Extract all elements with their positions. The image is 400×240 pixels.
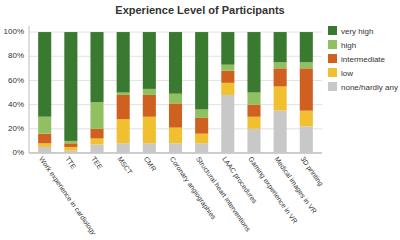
- legend-label: none/hardly any: [341, 83, 398, 92]
- legend-swatch: [328, 54, 337, 63]
- y-tick-label: 60%: [8, 76, 24, 85]
- bar-segment: [90, 32, 103, 102]
- y-axis-line: [29, 26, 30, 153]
- bar-segment: [195, 32, 208, 109]
- bar-segment: [117, 93, 130, 95]
- bar-segment: [64, 141, 77, 143]
- x-tick-label: Gaming experience in VR: [246, 155, 298, 225]
- bar-segment: [274, 111, 287, 153]
- x-tick-label: MSCT: [116, 155, 134, 176]
- legend-swatch: [328, 26, 337, 35]
- legend-label: low: [341, 69, 353, 78]
- bar-segment: [274, 62, 287, 68]
- bar-segment: [274, 86, 287, 110]
- legend-label: intermediate: [341, 55, 386, 64]
- bar-segment: [38, 134, 51, 144]
- legend-swatch: [328, 40, 337, 49]
- bar-segment: [143, 95, 156, 117]
- bar-segment: [117, 95, 130, 119]
- y-tick-label: 0%: [12, 148, 24, 157]
- legend-swatch: [328, 82, 337, 91]
- y-tick-label: 40%: [8, 100, 24, 109]
- bar-segment: [274, 32, 287, 62]
- bar-segment: [90, 145, 103, 153]
- bar-segment: [195, 109, 208, 117]
- bar-segment: [300, 68, 313, 110]
- bar-segment: [221, 71, 234, 83]
- bar-segment: [195, 118, 208, 134]
- y-tick-label: 20%: [8, 124, 24, 133]
- bar-segment: [38, 147, 51, 153]
- bar-segment: [247, 117, 260, 129]
- legend: very high high intermediate low none/hardly …: [328, 26, 398, 92]
- bar-segment: [221, 83, 234, 95]
- title: Experience Level of Participants: [115, 4, 284, 16]
- x-tick-label: Work experience in cardiology: [37, 155, 98, 237]
- bar-segment: [117, 119, 130, 143]
- y-tick-label: 80%: [8, 51, 24, 60]
- legend-label: high: [341, 41, 356, 50]
- bar-segment: [64, 147, 77, 151]
- grid: [29, 32, 322, 153]
- bar-segment: [300, 126, 313, 153]
- bar-segment: [195, 134, 208, 144]
- x-tick-label: TEE: [90, 155, 104, 170]
- bar-segment: [169, 103, 182, 127]
- bar-segment: [143, 89, 156, 95]
- bar-segment: [221, 32, 234, 65]
- bar-segment: [169, 32, 182, 94]
- bar-segment: [64, 151, 77, 153]
- bar-segment: [247, 129, 260, 153]
- bars: [38, 32, 313, 153]
- x-tick-label: TTE: [64, 155, 78, 170]
- bar-segment: [247, 93, 260, 105]
- bar-segment: [195, 143, 208, 153]
- bar-segment: [300, 62, 313, 68]
- bar-segment: [117, 143, 130, 153]
- bar-segment: [64, 32, 77, 141]
- bar-segment: [221, 65, 234, 71]
- bar-segment: [300, 32, 313, 62]
- bar-segment: [169, 94, 182, 104]
- bar-segment: [221, 95, 234, 153]
- legend-swatch: [328, 68, 337, 77]
- bar-segment: [90, 138, 103, 144]
- bar-segment: [117, 32, 130, 92]
- bar-segment: [169, 143, 182, 153]
- bar-segment: [274, 68, 287, 86]
- x-axis-labels: Work experience in cardiologyTTE TEE MSCT C…: [37, 155, 325, 237]
- legend-label: very high: [341, 27, 373, 36]
- bar-segment: [247, 105, 260, 117]
- chart: Experience Level of Participants 0% 20% 40%…: [0, 0, 400, 240]
- bar-segment: [247, 32, 260, 92]
- x-tick-label: Structural heart interventions: [195, 155, 252, 233]
- bar-segment: [90, 102, 103, 129]
- bar-segment: [90, 129, 103, 139]
- y-tick-label: 100%: [4, 27, 24, 36]
- bar-segment: [38, 143, 51, 147]
- x-tick-label: CMR: [143, 155, 158, 172]
- bar-segment: [143, 143, 156, 153]
- x-tick-label: 3D printing: [299, 155, 325, 187]
- bar-segment: [143, 32, 156, 89]
- bar-segment: [300, 111, 313, 127]
- bar-segment: [64, 143, 77, 147]
- bar-segment: [143, 117, 156, 144]
- bar-segment: [38, 117, 51, 134]
- bar-segment: [38, 32, 51, 117]
- bar-segment: [169, 128, 182, 144]
- x-tick-label: Coronary angiographies: [168, 155, 218, 221]
